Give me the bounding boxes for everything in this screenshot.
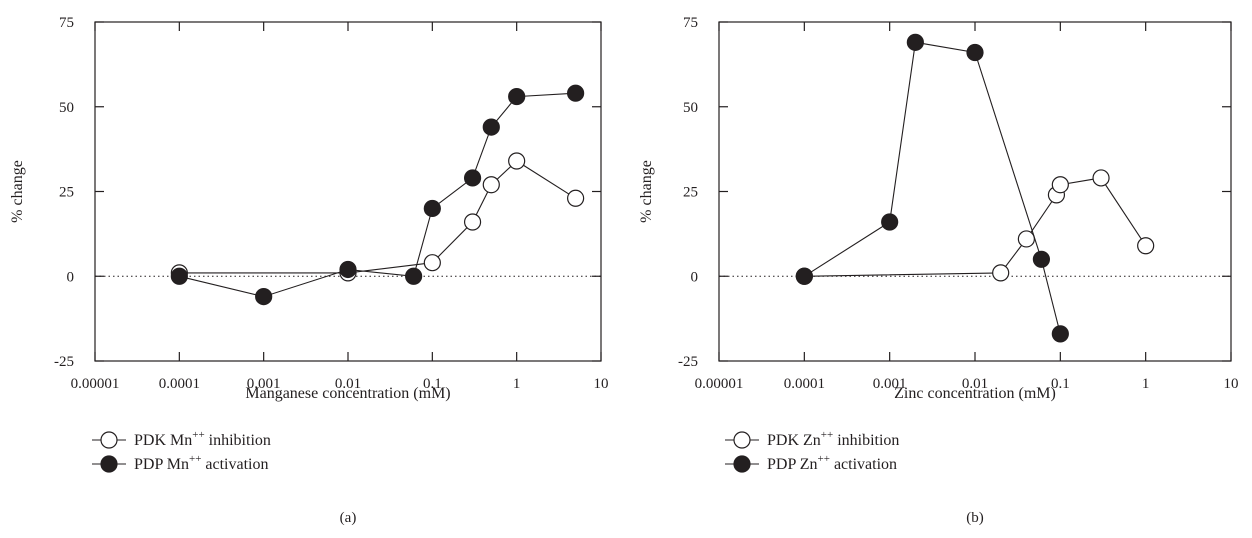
- series-line-inhibition: [804, 177, 1147, 277]
- data-point-open: [992, 264, 1010, 282]
- data-point-open: [508, 152, 526, 170]
- y-axis-label: % change: [638, 160, 655, 223]
- legend-label-suffix: activation: [830, 456, 897, 473]
- data-point-filled: [795, 267, 813, 285]
- data-point-open: [482, 176, 500, 194]
- data-point-open: [1051, 176, 1069, 194]
- legend-label-suffix: inhibition: [833, 432, 899, 449]
- data-point-filled: [966, 43, 984, 62]
- legend-entry-inhibition: PDK Mn++ inhibition: [92, 429, 271, 449]
- x-tick-label: 0.01: [335, 376, 361, 392]
- legend-label: PDK Mn++ inhibition: [134, 429, 271, 449]
- data-point-filled: [482, 118, 500, 136]
- data-point-filled: [567, 84, 585, 102]
- x-tick-label: 0.1: [1051, 376, 1070, 392]
- legend-label-prefix: PDK Zn: [767, 432, 821, 449]
- chart-panel-1: 0.00001 0.0001 0.001 0.01 0.1 1 10 75 50 25 0 -25 Ma…: [9, 15, 609, 526]
- x-tick-label: 1: [1142, 376, 1150, 392]
- data-point-open: [1137, 237, 1155, 255]
- data-point-filled: [1051, 325, 1069, 343]
- series-line-inhibition: [179, 160, 576, 274]
- y-tick-label: 75: [59, 15, 74, 31]
- x-tick-label: 0.001: [247, 376, 281, 392]
- y-tick-label: -25: [678, 354, 698, 370]
- legend-label-superscript: ++: [189, 453, 201, 465]
- legend-entry-activation: PDP Zn++ activation: [725, 453, 897, 473]
- x-tick-label: 0.00001: [695, 376, 744, 392]
- data-point-filled: [405, 267, 423, 285]
- y-tick-label: 0: [67, 269, 75, 285]
- x-tick-label: 10: [594, 376, 609, 392]
- y-tick-label: 0: [691, 269, 699, 285]
- data-point-open: [1092, 169, 1110, 187]
- data-point-filled: [463, 169, 482, 187]
- data-point-open: [463, 213, 482, 231]
- x-tick-label: 1: [513, 376, 521, 392]
- legend-entry-activation: PDP Mn++ activation: [92, 453, 269, 473]
- x-tick-label: 10: [1224, 376, 1239, 392]
- plot-frame: [94, 21, 602, 362]
- data-point-filled: [508, 87, 526, 106]
- x-tick-label: 0.0001: [784, 376, 825, 392]
- plot-frame: [718, 21, 1232, 362]
- data-point-filled: [1032, 250, 1051, 268]
- x-tick-label: 0.01: [962, 376, 988, 392]
- x-tick-label: 0.001: [873, 376, 907, 392]
- panel-label: (a): [340, 510, 357, 526]
- legend-label: PDP Zn++ activation: [767, 453, 897, 473]
- x-axis-label: Manganese concentration (mM): [245, 385, 450, 402]
- y-axis-label: % change: [9, 160, 26, 223]
- chart-panel-2: 0.00001 0.0001 0.001 0.01 0.1 1 10 75 50 25 0 -25 Zi…: [638, 15, 1239, 526]
- y-tick-label: 25: [59, 185, 74, 201]
- data-point-filled: [423, 199, 441, 218]
- series-line-activation: [804, 41, 1061, 335]
- legend-label-suffix: inhibition: [205, 432, 271, 449]
- series-line-activation: [179, 92, 576, 298]
- x-tick-label: 0.1: [423, 376, 442, 392]
- y-tick-label: -25: [54, 354, 74, 370]
- data-point-open: [567, 189, 585, 207]
- x-tick-label: 0.00001: [71, 376, 120, 392]
- data-point-open: [1017, 230, 1035, 248]
- legend-label-suffix: activation: [201, 456, 268, 473]
- x-axis-label: Zinc concentration (mM): [894, 385, 1056, 402]
- legend-label-prefix: PDK Mn: [134, 432, 192, 449]
- legend-label-superscript: ++: [818, 453, 830, 465]
- data-point-filled: [255, 287, 273, 306]
- legend-marker-filled: [733, 455, 751, 473]
- legend-label-prefix: PDP Mn: [134, 456, 189, 473]
- data-point-filled: [881, 213, 899, 231]
- legend-label-prefix: PDP Zn: [767, 456, 818, 473]
- data-point-open: [423, 254, 441, 272]
- legend-marker-open: [733, 431, 751, 449]
- data-point-filled: [339, 260, 357, 279]
- legend-marker-filled: [100, 455, 118, 473]
- x-tick-label: 0.0001: [159, 376, 200, 392]
- legend-marker-open: [100, 431, 118, 449]
- legend-label-superscript: ++: [192, 429, 204, 441]
- y-tick-label: 25: [683, 185, 698, 201]
- data-point-filled: [170, 267, 188, 285]
- y-tick-label: 50: [59, 100, 74, 116]
- y-tick-label: 75: [683, 15, 698, 31]
- y-tick-label: 50: [683, 100, 698, 116]
- data-point-filled: [906, 33, 924, 51]
- legend-label: PDP Mn++ activation: [134, 453, 269, 473]
- panel-label: (b): [966, 510, 984, 526]
- legend-label: PDK Zn++ inhibition: [767, 429, 899, 449]
- legend-label-superscript: ++: [821, 429, 833, 441]
- legend-entry-inhibition: PDK Zn++ inhibition: [725, 429, 899, 449]
